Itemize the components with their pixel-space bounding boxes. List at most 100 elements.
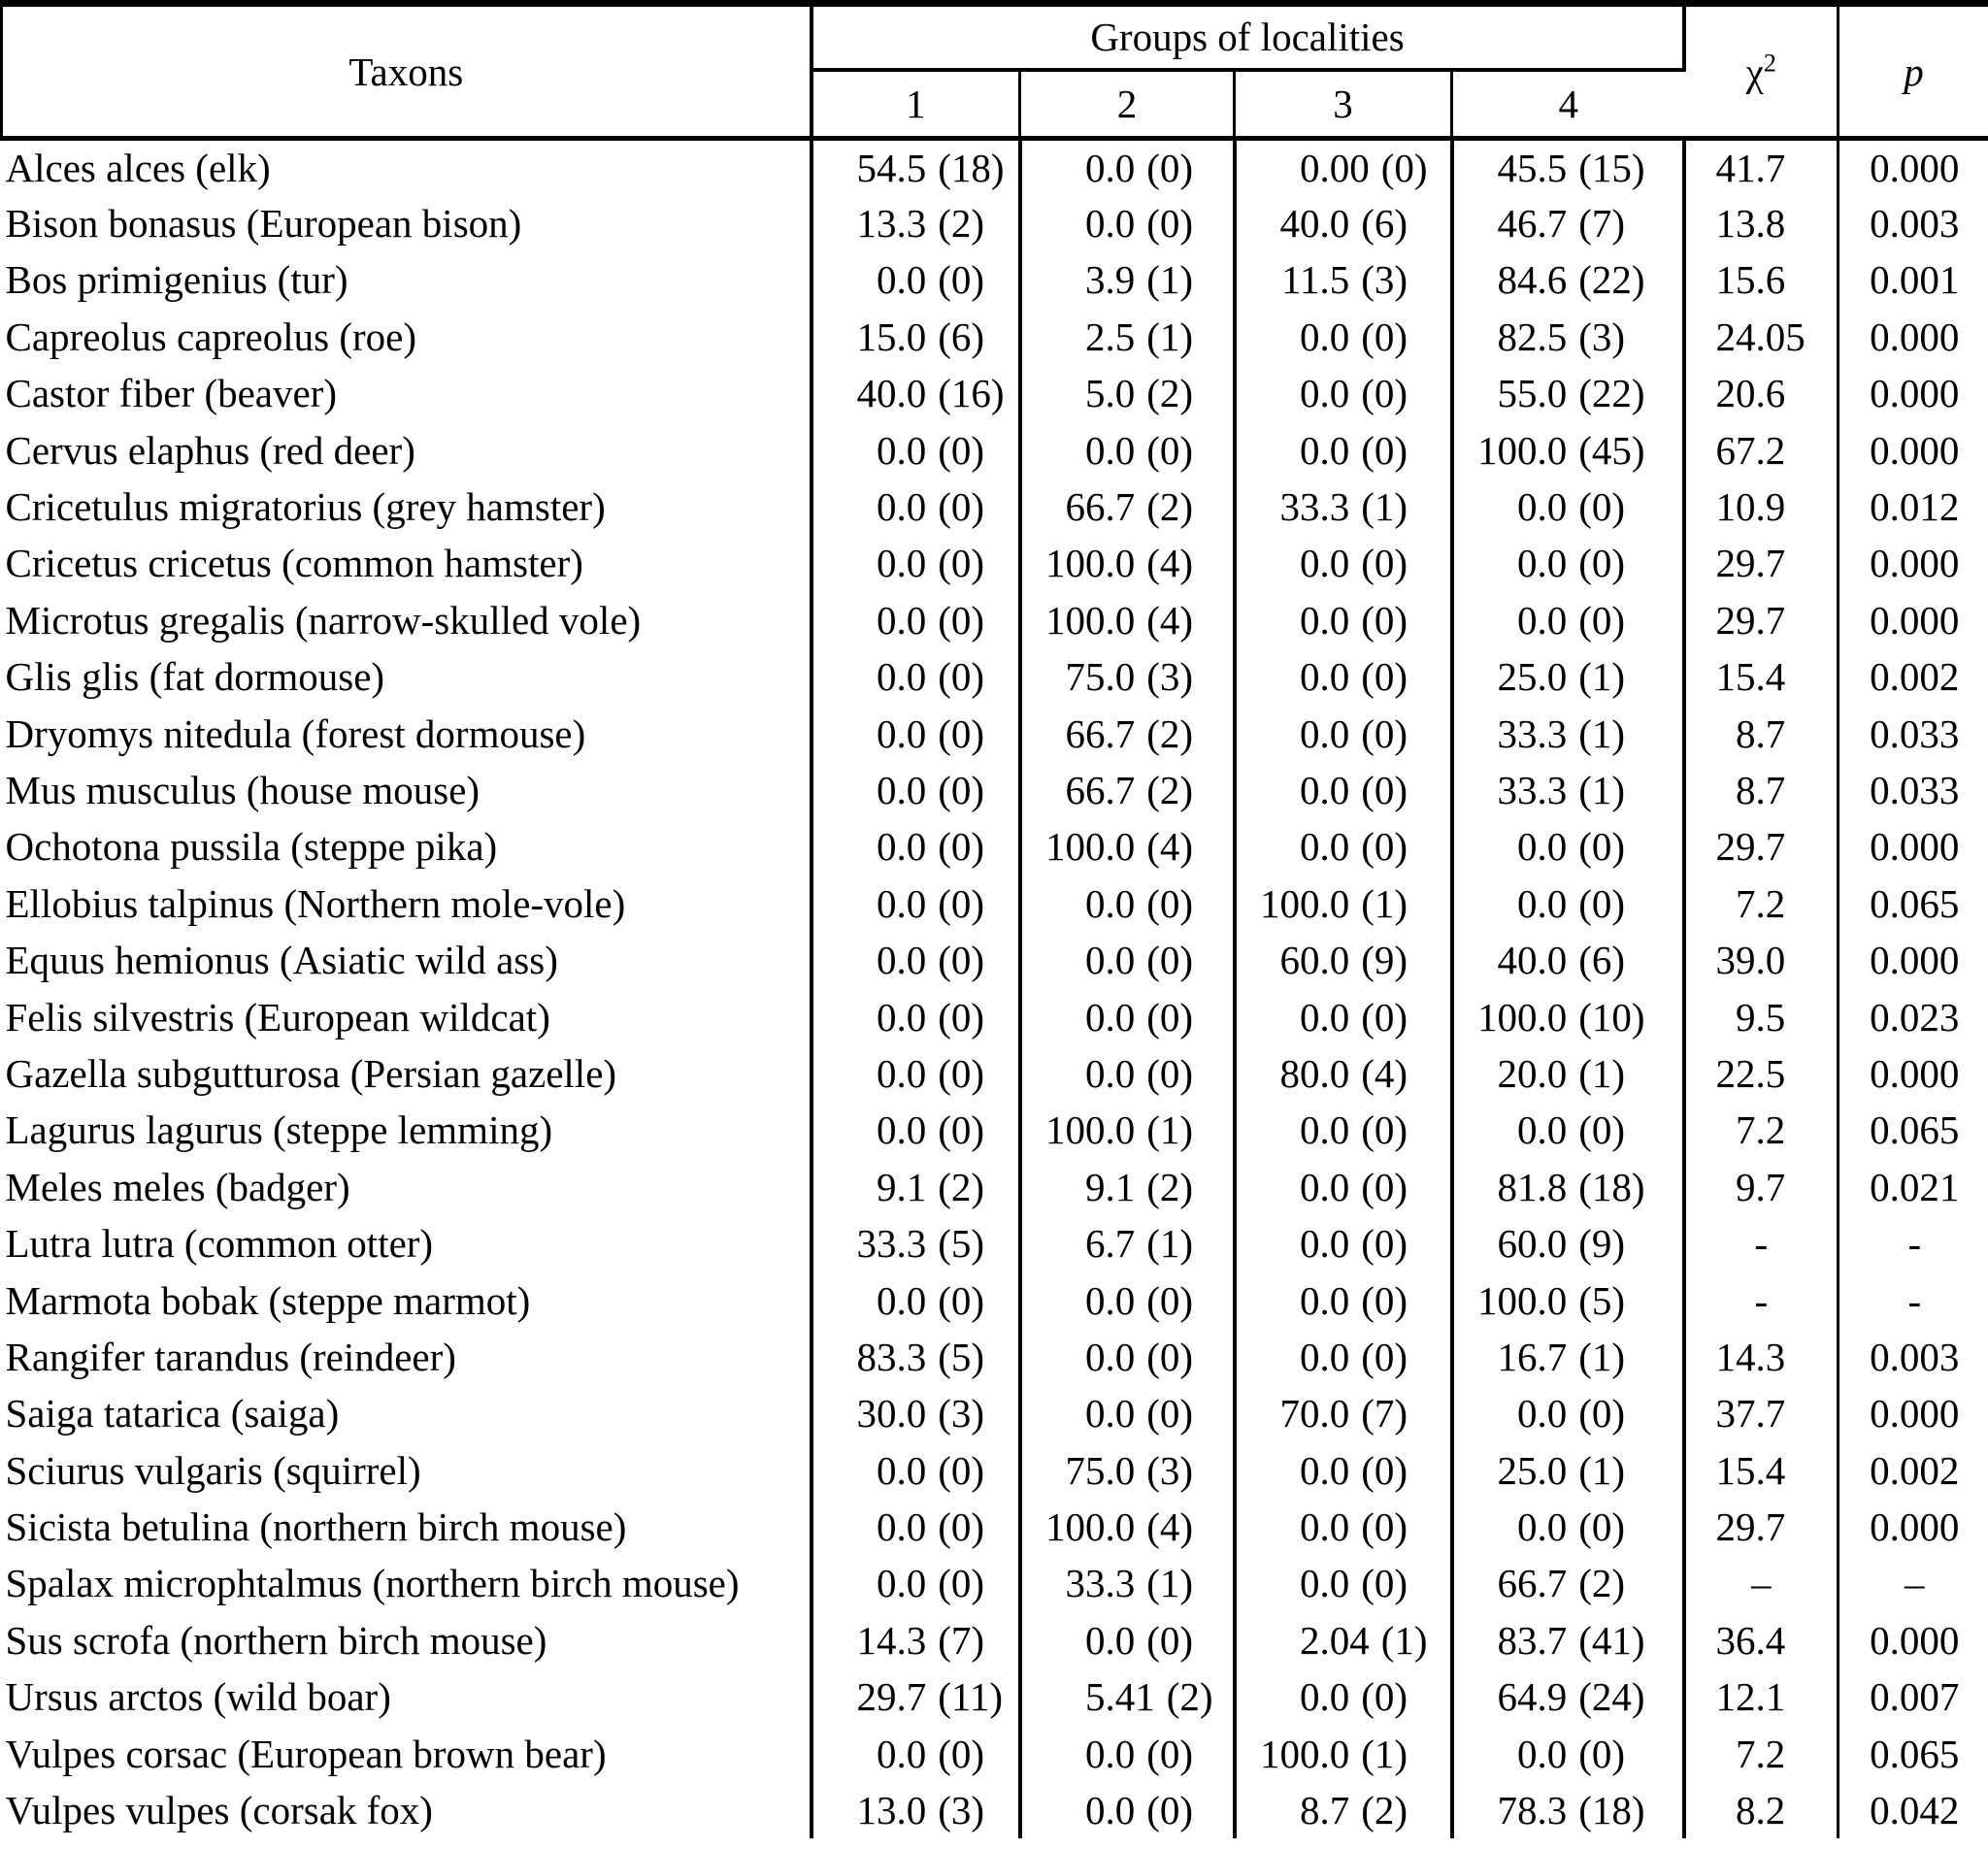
- percent-integer: 9: [1085, 1164, 1106, 1209]
- percent-fraction: .0: [1105, 1277, 1136, 1323]
- group-1-value: 0.0 (0): [809, 931, 1020, 989]
- group-2-value: 100.0 (4): [1017, 535, 1235, 592]
- percent-integer: 0: [1300, 314, 1320, 359]
- group-2-value: 0.0 (0): [1017, 138, 1235, 195]
- percent-integer: 0: [1300, 1221, 1320, 1267]
- chi-fraction: .7: [1755, 1504, 1786, 1550]
- percent-fraction: .0: [1319, 371, 1350, 416]
- table-row: Alces alces (elk) 54.5 (18) 0.0 (0) 0.00 (0) 45…: [2, 138, 1988, 195]
- group-2-value: 0.0 (0): [1017, 988, 1235, 1045]
- group-2-value: 3.9 (1): [1017, 251, 1235, 309]
- percent-fraction: .0: [1319, 541, 1350, 586]
- percent-integer: 0: [1085, 1277, 1106, 1323]
- percent-fraction: .0: [1105, 1334, 1136, 1379]
- chi-squared-value: 8.7: [1681, 761, 1839, 819]
- chi-integer: 29: [1715, 597, 1756, 643]
- chi-fraction: .4: [1755, 1447, 1786, 1493]
- percent-fraction: .7: [1537, 1334, 1568, 1379]
- count-value: (6): [1361, 201, 1408, 247]
- count-value: (18): [1578, 1164, 1645, 1209]
- count-value: (0): [1361, 597, 1408, 643]
- chi-integer: 9: [1736, 994, 1756, 1040]
- p-value: 0.000: [1837, 365, 1988, 422]
- percent-fraction: .0: [1537, 1277, 1568, 1323]
- percent-integer: 100: [1477, 427, 1538, 473]
- percent-fraction: .7: [1319, 1788, 1350, 1833]
- count-value: (0): [1146, 145, 1194, 190]
- percent-fraction: .04: [1319, 1617, 1370, 1663]
- percent-integer: 54: [856, 145, 897, 190]
- group-1-value: 83.3 (5): [809, 1328, 1020, 1386]
- percent-integer: 0: [1085, 1617, 1106, 1663]
- percent-fraction: .3: [896, 201, 927, 247]
- count-value: (0): [1146, 1391, 1194, 1436]
- chi-squared-value: 29.7: [1681, 535, 1839, 592]
- group-1-value: 9.1 (2): [809, 1158, 1020, 1215]
- count-value: (2): [1146, 1164, 1194, 1209]
- group-4-value: 83.7 (41): [1449, 1611, 1684, 1669]
- p-value: 0.000: [1837, 931, 1988, 989]
- percent-integer: 16: [1497, 1334, 1538, 1379]
- count-value: (0): [1146, 1617, 1194, 1663]
- percent-integer: 81: [1497, 1164, 1538, 1209]
- percent-fraction: .0: [1105, 1504, 1136, 1550]
- percent-fraction: .0: [1105, 1391, 1136, 1436]
- group-2-value: 5.41 (2): [1017, 1668, 1235, 1726]
- percent-integer: 3: [1085, 257, 1106, 303]
- count-value: (3): [1146, 654, 1194, 700]
- count-value: (4): [1146, 824, 1194, 870]
- group-4-value: 0.0 (0): [1449, 875, 1684, 932]
- count-value: (4): [1146, 541, 1194, 586]
- header-row-group-numbers: 1 2 3 4: [2, 69, 1988, 141]
- count-value: (41): [1578, 1617, 1645, 1663]
- taxon-name: Vulpes vulpes (corsak fox): [5, 1788, 433, 1833]
- percent-fraction: .0: [1105, 1731, 1136, 1776]
- group-4-value: 0.0 (0): [1449, 535, 1684, 592]
- count-value: (3): [938, 1391, 985, 1436]
- count-value: (6): [938, 314, 985, 359]
- column-header-chi-squared: χ2: [1683, 3, 1840, 141]
- chi-squared-value: 7.2: [1681, 1725, 1839, 1782]
- percent-integer: 100: [1477, 994, 1538, 1040]
- count-value: (0): [1361, 1561, 1408, 1606]
- count-value: (0): [1146, 427, 1194, 473]
- chi-fraction: .7: [1755, 767, 1786, 812]
- group-4-value: 20.0 (1): [1449, 1044, 1684, 1103]
- count-value: (0): [938, 1277, 985, 1323]
- chi-squared-value: 67.2: [1681, 421, 1839, 479]
- count-value: (0): [938, 938, 985, 983]
- table-row: Sicista betulina (northern birch mouse) 0…: [2, 1498, 1988, 1556]
- percent-fraction: .0: [1537, 824, 1568, 870]
- count-value: (2): [1166, 1674, 1213, 1720]
- group-1-value: 0.0 (0): [809, 818, 1020, 875]
- count-value: (0): [1361, 1334, 1408, 1379]
- count-value: (2): [1146, 484, 1194, 530]
- group-2-value: 0.0 (0): [1017, 1328, 1235, 1386]
- percent-integer: 40: [1279, 201, 1320, 247]
- group-1-value: 0.0 (0): [809, 988, 1020, 1045]
- percent-integer: 82: [1497, 314, 1538, 359]
- group-3-value: 0.0 (0): [1232, 1214, 1452, 1272]
- percent-integer: 14: [856, 1617, 897, 1663]
- percent-integer: 60: [1497, 1221, 1538, 1267]
- group-1-value: 30.0 (3): [809, 1385, 1020, 1442]
- chi-fraction: .7: [1755, 597, 1786, 643]
- count-value: (1): [1578, 654, 1626, 700]
- percent-fraction: .5: [1105, 314, 1136, 359]
- count-value: (45): [1578, 427, 1645, 473]
- count-value: (0): [1361, 427, 1408, 473]
- count-value: (0): [1578, 1731, 1626, 1776]
- percent-integer: 0: [877, 427, 897, 473]
- table-row: Vulpes corsac (European brown bear) 0.0 (0…: [2, 1725, 1988, 1782]
- percent-fraction: .0: [1105, 541, 1136, 586]
- p-value: 0.003: [1837, 194, 1988, 252]
- table-row: Ursus arctos (wild boar) 29.7 (11) 5.41 (2) 0…: [2, 1668, 1988, 1726]
- percent-integer: 25: [1497, 654, 1538, 700]
- taxon-name: Microtus gregalis (narrow-skulled vole): [5, 597, 642, 643]
- percent-fraction: .0: [896, 1504, 927, 1550]
- taxon-name: Ellobius talpinus (Northern mole-vole): [5, 880, 626, 926]
- count-value: (0): [1361, 654, 1408, 700]
- percent-integer: 9: [877, 1164, 897, 1209]
- table-row: Cricetus cricetus (common hamster) 0.0 (0)…: [2, 535, 1988, 592]
- chi-fraction: .8: [1755, 201, 1786, 247]
